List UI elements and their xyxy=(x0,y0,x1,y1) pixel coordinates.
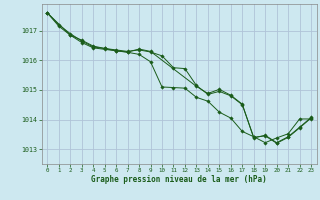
X-axis label: Graphe pression niveau de la mer (hPa): Graphe pression niveau de la mer (hPa) xyxy=(91,175,267,184)
